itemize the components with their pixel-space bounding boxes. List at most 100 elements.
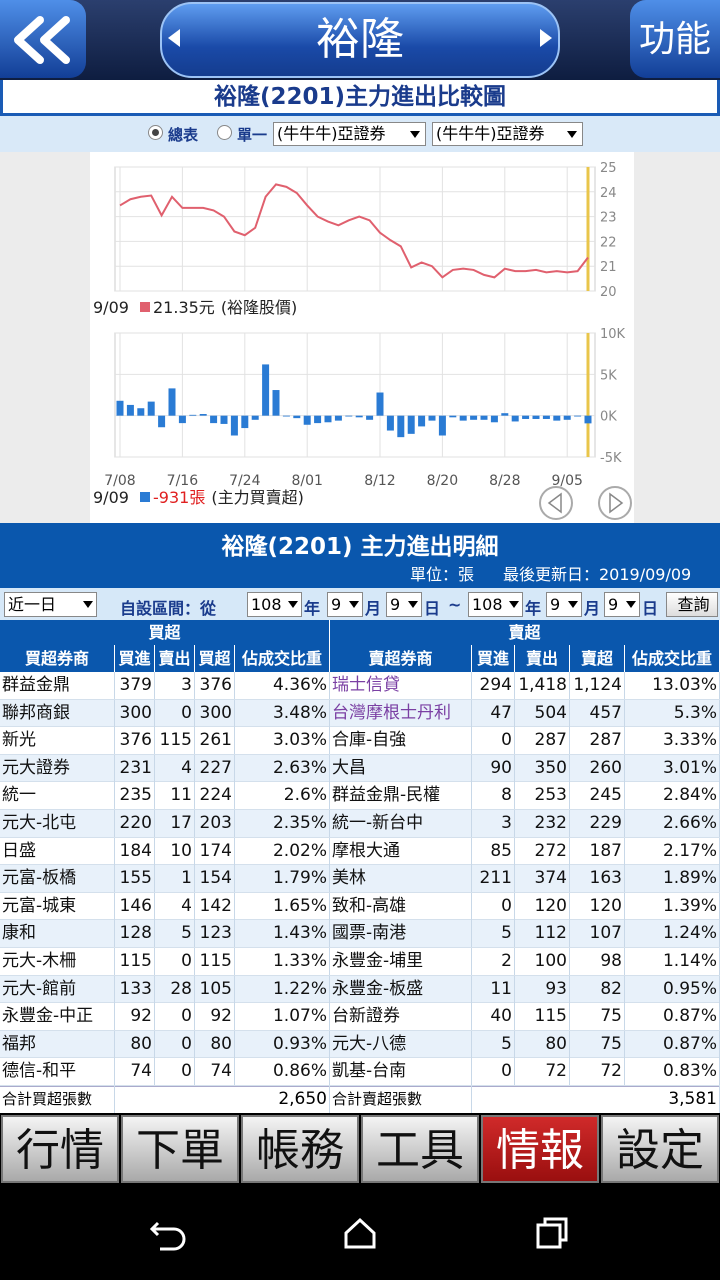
table-row bbox=[0, 920, 720, 948]
bar bbox=[438, 415, 446, 436]
price-line bbox=[119, 183, 589, 279]
table-cell: 92 bbox=[115, 1003, 155, 1031]
broker-name: 大昌 bbox=[330, 754, 472, 782]
table-cell: 231 bbox=[115, 754, 155, 782]
margin bbox=[634, 152, 720, 523]
table-cell: 0.86% bbox=[235, 1058, 330, 1086]
y-tick-label: 22 bbox=[600, 235, 617, 250]
table-cell: 0 bbox=[155, 1058, 195, 1086]
table-cell: 229 bbox=[570, 810, 625, 837]
tab-button[interactable]: 下單 bbox=[121, 1115, 239, 1183]
tab-button[interactable]: 情報 bbox=[481, 1115, 599, 1183]
table-cell: 3.48% bbox=[235, 699, 330, 727]
bar bbox=[418, 415, 426, 427]
select-text: 9 bbox=[550, 595, 561, 614]
table-cell: 115 bbox=[115, 948, 155, 975]
bar bbox=[282, 415, 290, 417]
table-cell: 235 bbox=[115, 782, 155, 810]
table-cell: 211 bbox=[472, 865, 515, 893]
legend-text: -931張 (主力買賣超) bbox=[153, 488, 304, 507]
back-nav[interactable] bbox=[149, 1221, 186, 1251]
legend-value: 21.35元 bbox=[153, 298, 215, 317]
table-cell: 287 bbox=[570, 727, 625, 755]
group-header: 賣超 bbox=[330, 620, 720, 645]
y-tick-label: 24 bbox=[600, 186, 617, 201]
month-select[interactable]: 9 bbox=[327, 592, 363, 617]
select-text: 108 bbox=[251, 595, 282, 614]
column-header: 買超券商 bbox=[0, 645, 115, 672]
table-cell: 245 bbox=[570, 782, 625, 810]
tab-button[interactable]: 設定 bbox=[601, 1115, 719, 1183]
table-cell: 128 bbox=[115, 920, 155, 948]
broker-name: 永豐金-板盛 bbox=[330, 975, 472, 1003]
table-cell: 3 bbox=[155, 672, 195, 699]
total-cell: 3,581 bbox=[472, 1086, 720, 1113]
table-cell: 112 bbox=[515, 920, 570, 948]
broker-name: 元富-板橋 bbox=[0, 865, 115, 893]
broker-name: 國票-南港 bbox=[330, 920, 472, 948]
total-cell: 合計買超張數 bbox=[0, 1086, 115, 1113]
table-cell: 0 bbox=[155, 948, 195, 975]
dropdown-arrow bbox=[83, 601, 93, 608]
tab-button[interactable]: 工具 bbox=[361, 1115, 479, 1183]
table-cell: 1.14% bbox=[625, 948, 720, 975]
recent-nav[interactable] bbox=[536, 1217, 568, 1249]
table-cell: 300 bbox=[115, 699, 155, 727]
table-cell: 0.87% bbox=[625, 1003, 720, 1031]
x-tick-label: 8/01 bbox=[291, 473, 322, 489]
broker-select[interactable]: (牛牛牛)亞證券 bbox=[273, 122, 426, 146]
table-cell: 457 bbox=[570, 699, 625, 727]
dropdown-arrow bbox=[509, 601, 519, 608]
table-cell: 2.02% bbox=[235, 837, 330, 865]
table-row bbox=[0, 975, 720, 1004]
month-select[interactable]: 9 bbox=[546, 592, 582, 617]
year-select[interactable]: 108 bbox=[468, 592, 523, 617]
table-cell: 72 bbox=[515, 1058, 570, 1086]
broker-name: 群益金鼎-民權 bbox=[330, 782, 472, 810]
table-cell: 74 bbox=[115, 1058, 155, 1086]
back-button[interactable] bbox=[0, 0, 86, 78]
table-cell: 85 bbox=[472, 837, 515, 865]
home-nav[interactable] bbox=[344, 1217, 376, 1249]
table-cell: 92 bbox=[195, 1003, 235, 1031]
period-select[interactable]: 近一日 bbox=[4, 592, 97, 617]
table-cell: 17 bbox=[155, 810, 195, 837]
tab-button[interactable]: 帳務 bbox=[241, 1115, 359, 1183]
legend-date: 9/09 bbox=[93, 488, 129, 507]
table-row bbox=[0, 810, 720, 838]
bar bbox=[116, 400, 124, 416]
bar bbox=[220, 415, 228, 424]
unit-label: 年 bbox=[525, 599, 542, 618]
broker-name: 德信-和平 bbox=[0, 1058, 115, 1086]
next-stock[interactable] bbox=[540, 29, 552, 47]
chart-section-title: 裕隆(2201)主力進出比較圖 bbox=[0, 80, 720, 116]
column-header: 佔成交比重 bbox=[235, 645, 330, 672]
table-cell: 2.6% bbox=[235, 782, 330, 810]
bar bbox=[511, 415, 519, 422]
select-text: 108 bbox=[472, 595, 503, 614]
dropdown-arrow bbox=[408, 601, 418, 608]
table-cell: 1.39% bbox=[625, 892, 720, 920]
day-select[interactable]: 9 bbox=[604, 592, 640, 617]
year-select[interactable]: 108 bbox=[247, 592, 302, 617]
bar bbox=[480, 415, 488, 420]
radio-all[interactable] bbox=[148, 125, 163, 140]
table-cell: 11 bbox=[472, 975, 515, 1003]
query-button[interactable]: 查詢 bbox=[666, 592, 718, 617]
bar bbox=[501, 413, 509, 416]
select-text: (牛牛牛)亞證券 bbox=[436, 124, 545, 143]
broker-name: 永豐金-埔里 bbox=[330, 948, 472, 975]
broker-select[interactable]: (牛牛牛)亞證券 bbox=[432, 122, 583, 146]
radio-single[interactable] bbox=[217, 125, 232, 140]
prev-stock[interactable] bbox=[168, 29, 180, 47]
nav-next[interactable] bbox=[598, 486, 632, 520]
day-select[interactable]: 9 bbox=[386, 592, 422, 617]
function-button[interactable]: 功能 bbox=[630, 0, 720, 78]
bar bbox=[147, 401, 155, 416]
table-cell: 1.65% bbox=[235, 892, 330, 920]
tab-button[interactable]: 行情 bbox=[1, 1115, 119, 1183]
bar bbox=[574, 415, 582, 417]
nav-prev[interactable] bbox=[539, 486, 573, 520]
table-cell: 1,124 bbox=[570, 672, 625, 699]
column-header: 佔成交比重 bbox=[625, 645, 720, 672]
